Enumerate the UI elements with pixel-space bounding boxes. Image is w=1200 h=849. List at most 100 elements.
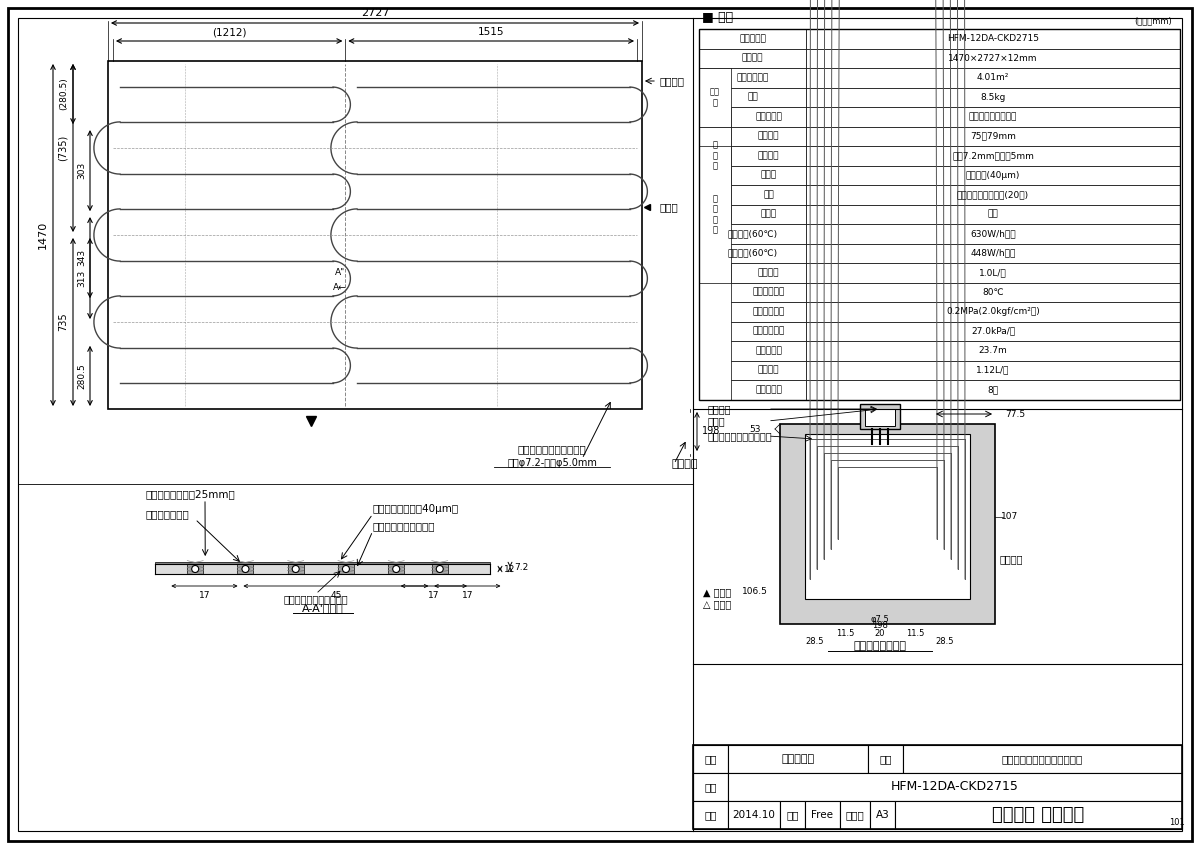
Bar [904,745,1182,773]
Bar [731,263,806,283]
Bar [868,745,904,773]
Bar [731,361,806,380]
Text: HFM-12DA-CKD2715: HFM-12DA-CKD2715 [947,34,1039,43]
Bar [805,801,840,829]
Bar [731,322,806,341]
Text: 外形寸法: 外形寸法 [742,53,763,63]
Text: (単位：mm): (単位：mm) [1134,16,1172,25]
Circle shape [192,565,199,572]
Bar [728,773,1182,801]
Bar [895,801,1182,829]
Bar [432,564,448,574]
Text: 53: 53 [749,424,761,434]
Text: φ7.5: φ7.5 [871,615,889,623]
Text: (1212): (1212) [212,27,246,37]
Text: 17: 17 [462,591,473,600]
Bar [698,29,806,48]
Bar [698,87,806,107]
Text: 1470: 1470 [38,221,48,249]
Text: 630W/h・枚: 630W/h・枚 [970,229,1016,239]
Text: 管ピッチ: 管ピッチ [757,132,779,141]
Text: 裏面材: 裏面材 [761,210,776,219]
Bar [389,564,404,574]
Text: 27.0kPa/枚: 27.0kPa/枚 [971,327,1015,335]
Bar [698,244,806,263]
Text: HFM-12DA-CKD2715: HFM-12DA-CKD2715 [892,780,1019,794]
Text: 尺度: 尺度 [786,810,799,820]
Bar [731,107,806,127]
Bar [698,127,731,185]
Text: 標準流量抵抗: 標準流量抵抗 [752,327,785,335]
Text: 75〜79mm: 75〜79mm [970,132,1016,141]
Bar [806,341,1180,361]
Text: 基材: 基材 [763,190,774,200]
Text: 448W/h・枚: 448W/h・枚 [971,249,1015,258]
Bar [728,801,780,829]
Text: 343: 343 [77,249,86,267]
Bar [728,745,868,773]
Text: 表面材: 表面材 [761,171,776,180]
Text: 303: 303 [77,162,86,179]
Bar [731,146,806,166]
Bar [731,302,806,322]
Text: ▲ 山折り: ▲ 山折り [703,587,731,597]
Text: サイズ: サイズ [846,810,864,820]
Text: 280.5: 280.5 [77,363,86,389]
Text: 架橋ポリエチレンパイプ: 架橋ポリエチレンパイプ [708,431,773,441]
Text: 17: 17 [199,591,210,600]
Text: 8本: 8本 [988,385,998,394]
Text: 2014.10: 2014.10 [732,810,775,820]
Bar [731,185,806,205]
Bar [238,564,253,574]
Bar [698,224,806,244]
Text: 1.12L/枚: 1.12L/枚 [977,366,1009,374]
Text: A3: A3 [876,810,889,820]
Text: 小根太: 小根太 [660,202,679,212]
Bar [155,562,490,564]
Text: 0.2MPa(2.0kgf/cm²　): 0.2MPa(2.0kgf/cm² ) [946,307,1040,316]
Bar [731,380,806,400]
Bar [698,68,731,127]
Circle shape [242,565,248,572]
Text: 1470×2727×12mm: 1470×2727×12mm [948,53,1038,63]
Text: 最高使用温度: 最高使用温度 [752,288,785,297]
Text: 外径φ7.2-内径φ5.0mm: 外径φ7.2-内径φ5.0mm [508,458,596,468]
Bar [806,283,1180,302]
Circle shape [293,565,299,572]
Text: 12: 12 [504,565,515,574]
Bar [806,185,1180,205]
Circle shape [342,565,349,572]
Text: 管サイズ: 管サイズ [757,151,779,160]
Text: 品名: 品名 [880,754,892,764]
Text: 設
計
関
係: 設 計 関 係 [713,194,718,234]
Text: 4.01m²: 4.01m² [977,73,1009,82]
Text: 11.5: 11.5 [836,629,854,638]
Text: フォームポリスチレン: フォームポリスチレン [373,521,436,531]
Bar [698,146,731,283]
Bar [187,564,203,574]
Text: ヘッダー部詳細図: ヘッダー部詳細図 [853,641,906,651]
Bar [806,322,1180,341]
Text: 名称: 名称 [704,754,716,764]
Text: A": A" [335,267,346,277]
Bar [731,205,806,224]
Bar [806,263,1180,283]
Bar [806,380,1180,400]
Bar [860,404,900,429]
Text: なし: なし [988,210,998,219]
Text: 外形寸法図: 外形寸法図 [781,754,815,764]
Bar [806,127,1180,146]
Bar [338,564,354,574]
Text: 小根太（合板）: 小根太（合板） [145,509,188,519]
Bar [805,434,970,599]
Text: アルミ箔(40μm): アルミ箔(40μm) [966,171,1020,180]
Bar [731,127,806,146]
Text: 投入熱量(60℃): 投入熱量(60℃) [727,229,778,239]
Bar [694,745,1182,829]
Text: 313: 313 [77,270,86,287]
Bar [806,107,1180,127]
Text: ポリスチレン発泡体(20倍): ポリスチレン発泡体(20倍) [956,190,1030,200]
Bar [806,48,1180,68]
Text: △ 谷折り: △ 谷折り [703,599,731,609]
Text: 小根太入りハード温水マット: 小根太入りハード温水マット [1002,754,1084,764]
